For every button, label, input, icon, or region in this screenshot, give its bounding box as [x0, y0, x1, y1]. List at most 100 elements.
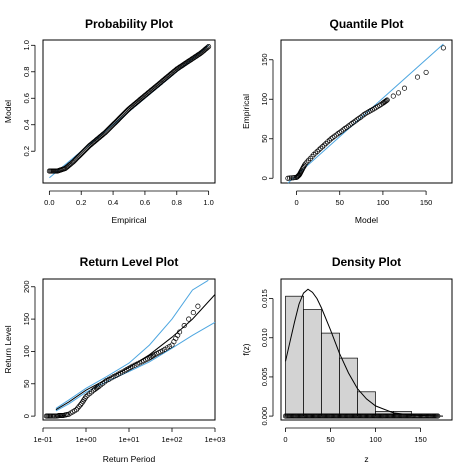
- data-point: [359, 113, 365, 119]
- panel-3: Return Level Plot Return Period Return Lev…: [3, 255, 226, 464]
- data-point: [330, 134, 336, 141]
- data-point: [333, 132, 339, 138]
- data-point: [347, 122, 353, 128]
- y-axis-label: Return Level: [3, 325, 13, 373]
- panel-2: Quantile Plot Model Empirical 0 50 100 150 0 50 1…: [241, 17, 453, 225]
- data-point: [177, 329, 183, 335]
- x-tick-label: 0: [294, 198, 298, 207]
- x-tick-label: 0.0: [44, 198, 54, 207]
- data-point: [205, 44, 211, 50]
- y-tick-label: 0.005: [260, 368, 269, 387]
- y-tick-label: 0: [260, 176, 269, 180]
- data-point: [383, 98, 389, 104]
- data-point: [390, 93, 396, 99]
- x-axis-label: Return Period: [103, 454, 156, 464]
- data-point: [292, 175, 298, 181]
- data-point: [49, 413, 55, 419]
- plot-frame: [42, 278, 216, 421]
- y-tick-label: 100: [22, 345, 31, 358]
- data-point: [288, 175, 294, 181]
- data-point: [287, 175, 293, 181]
- y-tick-label: 0.000: [260, 407, 269, 426]
- y-tick-label: 0.2: [22, 146, 31, 156]
- y-axis-label: Model: [3, 100, 13, 123]
- data-point: [340, 127, 346, 133]
- x-tick-label: 100: [377, 198, 390, 207]
- fitted-return-level-line: [55, 294, 216, 411]
- y-tick-label: 150: [260, 53, 269, 66]
- data-point: [354, 117, 360, 123]
- data-point: [335, 131, 341, 137]
- data-point: [401, 85, 408, 91]
- data-point: [95, 384, 101, 390]
- histogram-bar: [303, 309, 322, 417]
- data-point: [103, 377, 110, 384]
- x-tick-label: 0.6: [140, 198, 150, 207]
- plot-frame: [280, 39, 453, 184]
- chart-title: Density Plot: [332, 255, 401, 269]
- data-point: [323, 140, 329, 147]
- data-point: [382, 98, 389, 104]
- x-tick-label: 1.0: [203, 198, 213, 207]
- data-point: [414, 74, 421, 80]
- x-tick-label: 150: [414, 435, 427, 444]
- x-tick-label: 1e+03: [204, 435, 225, 444]
- data-point: [314, 148, 320, 154]
- x-tick-label: 1e+01: [118, 435, 139, 444]
- y-tick-label: 0.6: [22, 93, 31, 103]
- x-tick-label: 1e+02: [161, 435, 182, 444]
- data-point: [186, 316, 192, 322]
- x-tick-label: 100: [369, 435, 382, 444]
- data-point: [423, 69, 429, 75]
- data-point: [300, 165, 306, 171]
- data-point: [111, 374, 117, 380]
- data-point: [181, 323, 187, 329]
- x-axis-label: Model: [355, 215, 378, 225]
- data-point: [328, 136, 334, 142]
- chart-title: Probability Plot: [85, 17, 173, 31]
- x-axis-label: z: [364, 454, 368, 464]
- x-tick-label: 0.2: [76, 198, 86, 207]
- y-tick-label: 200: [22, 281, 31, 294]
- data-point: [440, 45, 446, 51]
- y-axis-label: Empirical: [241, 94, 251, 129]
- data-point: [338, 128, 345, 134]
- y-tick-label: 0: [22, 414, 31, 418]
- data-point: [316, 147, 322, 153]
- data-point: [321, 142, 327, 148]
- x-tick-label: 0.4: [108, 198, 118, 207]
- x-tick-label: 150: [420, 198, 433, 207]
- y-tick-label: 50: [260, 135, 269, 143]
- y-tick-label: 0.8: [22, 67, 31, 77]
- data-point: [319, 144, 326, 150]
- x-tick-label: 50: [336, 198, 344, 207]
- data-point: [48, 413, 54, 419]
- y-tick-label: 0.4: [22, 120, 31, 130]
- chart-title: Return Level Plot: [80, 255, 179, 269]
- x-axis-label: Empirical: [112, 215, 147, 225]
- data-point: [149, 353, 155, 359]
- data-point: [326, 137, 332, 143]
- data-point: [195, 303, 201, 309]
- x-tick-label: 0: [283, 435, 287, 444]
- plot-frame: [42, 39, 216, 184]
- x-tick-label: 0.8: [172, 198, 182, 207]
- data-point: [73, 407, 80, 413]
- x-tick-label: 1e-01: [33, 435, 52, 444]
- panel-1: Probability Plot Empirical Model 0.0 0.2 0.4 0…: [3, 17, 216, 225]
- y-tick-label: 0.015: [260, 289, 269, 308]
- y-tick-label: 150: [22, 313, 31, 326]
- data-point: [148, 354, 154, 360]
- data-point: [206, 44, 212, 50]
- y-tick-label: 100: [260, 93, 269, 106]
- density-curve: [285, 288, 444, 417]
- data-point: [306, 157, 312, 163]
- data-point: [75, 405, 81, 411]
- data-point: [285, 175, 291, 181]
- y-tick-label: 0.010: [260, 328, 269, 347]
- data-point: [77, 402, 84, 408]
- data-point: [134, 361, 140, 367]
- data-point: [190, 310, 196, 316]
- histogram-bar: [285, 295, 304, 417]
- data-point: [108, 375, 114, 381]
